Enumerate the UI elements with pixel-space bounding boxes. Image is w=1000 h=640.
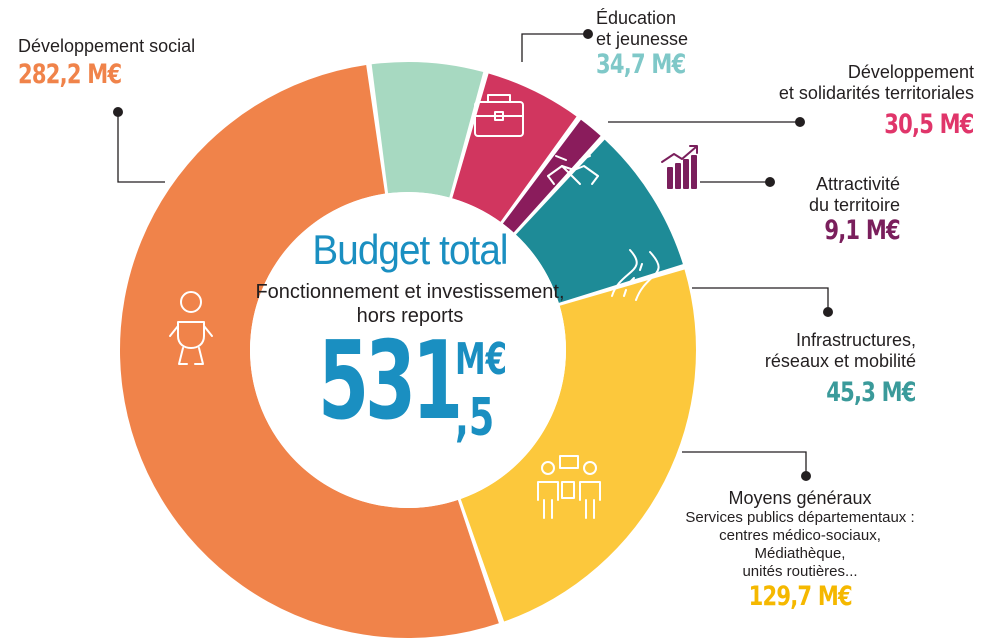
slice-note-line: centres médico-sociaux,	[719, 526, 881, 544]
leader-moyens-generaux	[682, 451, 807, 476]
road-icon	[611, 249, 660, 301]
label-education: Éducation et jeunesse 34,7 M€	[596, 8, 711, 82]
slice-solidarites	[452, 73, 577, 222]
slice-education	[371, 61, 484, 198]
briefcase-icon	[474, 94, 524, 137]
slice-note-line: unités routières...	[742, 562, 858, 580]
leader-infrastructures-dot	[823, 307, 833, 317]
chart-title: Budget total	[312, 226, 508, 273]
baby-icon	[169, 291, 213, 365]
leader-moyens-generaux-dot	[801, 471, 811, 481]
slice-note-line: Médiathèque,	[754, 544, 846, 562]
slice-value: 45,3 M€	[826, 377, 917, 409]
label-infrastructures: Infrastructures, réseaux et mobilité 45,…	[730, 330, 917, 410]
slice-moyens-generaux	[460, 269, 697, 622]
total-decimal: ,5	[455, 388, 495, 448]
leader-developpement-social-dot	[113, 107, 123, 117]
slice-label-line: Développement	[847, 62, 974, 82]
meeting-icon	[537, 455, 601, 519]
label-moyens-generaux: Moyens généraux Services publics départe…	[660, 488, 940, 613]
slice-note-line: Services publics départementaux :	[685, 508, 915, 526]
slice-value: 129,7 M€	[748, 580, 852, 612]
slice-value: 34,7 M€	[596, 49, 686, 81]
leader-attractivite-dot	[765, 177, 775, 187]
handshake-icon	[547, 155, 599, 185]
slice-label: Développement social	[18, 36, 196, 56]
leader-education	[521, 33, 588, 62]
slice-label-line: Infrastructures,	[795, 330, 916, 350]
slice-label-line: Moyens généraux	[728, 488, 872, 508]
slice-label-line: réseaux et mobilité	[764, 350, 916, 371]
slice-label-line: et solidarités territoriales	[778, 82, 974, 103]
donut-center	[250, 192, 566, 508]
slice-developpement-social	[119, 65, 499, 639]
label-solidarites: Développement et solidarités territorial…	[700, 62, 975, 142]
slice-attractivite	[502, 119, 601, 233]
slice-value: 30,5 M€	[884, 109, 975, 141]
slice-value: 282,2 M€	[18, 58, 122, 90]
slice-label-line: Attractivité	[815, 174, 900, 194]
total-unit: M€	[455, 334, 508, 385]
slice-value: 9,1 M€	[824, 215, 900, 247]
leader-infrastructures	[692, 287, 829, 312]
leader-solidarites-dot	[795, 117, 805, 127]
leader-education-dot	[583, 29, 593, 39]
label-attractivite: Attractivité du territoire 9,1 M€	[770, 174, 901, 248]
slice-label-line: et jeunesse	[596, 28, 689, 49]
slice-infrastructures	[515, 139, 683, 303]
slice-label-line: Éducation	[596, 8, 677, 28]
slice-label-line: du territoire	[808, 194, 900, 215]
growth-chart-icon	[661, 145, 698, 189]
chart-subtitle: Fonctionnement et investissement, hors r…	[255, 281, 565, 327]
label-developpement-social: Développement social 282,2 M€	[18, 36, 195, 91]
total-value: 531	[318, 319, 463, 444]
leader-developpement-social	[117, 112, 165, 183]
